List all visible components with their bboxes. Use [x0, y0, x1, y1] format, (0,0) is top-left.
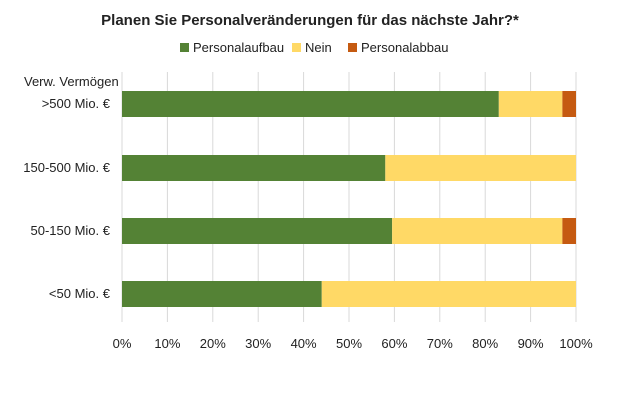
category-label: 50-150 Mio. € [31, 223, 111, 238]
legend-swatch [292, 43, 301, 52]
bar-segment-personalaufbau [122, 91, 499, 117]
x-tick-label: 30% [245, 336, 271, 351]
x-tick-label: 70% [427, 336, 453, 351]
category-label: >500 Mio. € [42, 96, 111, 111]
legend-label: Nein [305, 40, 332, 55]
x-tick-label: 20% [200, 336, 226, 351]
bar-segment-nein [498, 91, 563, 117]
bar-segment-nein [321, 281, 576, 307]
chart-title: Planen Sie Personalveränderungen für das… [101, 12, 519, 29]
x-tick-label: 10% [154, 336, 180, 351]
x-tick-label: 100% [559, 336, 593, 351]
bar-segment-nein [392, 218, 563, 244]
x-tick-label: 60% [381, 336, 407, 351]
legend-label: Personalaufbau [193, 40, 284, 55]
bar-segment-personalaufbau [122, 155, 386, 181]
bar-segment-personalaufbau [122, 218, 393, 244]
bar-segment-personalabbau [562, 218, 576, 244]
x-axis-ticks: 0% 10% 20% 30% 40% 50% 60% 70% 80% 90% 100% [113, 336, 593, 351]
bar-segment-personalabbau [562, 91, 576, 117]
bars [122, 91, 576, 307]
bar-segment-personalaufbau [122, 281, 322, 307]
legend-label: Personalabbau [361, 40, 448, 55]
x-tick-label: 80% [472, 336, 498, 351]
x-tick-label: 90% [518, 336, 544, 351]
bar-segment-nein [385, 155, 576, 181]
x-tick-label: 0% [113, 336, 132, 351]
legend: Personalaufbau Nein Personalabbau [180, 40, 448, 55]
category-label: <50 Mio. € [49, 286, 111, 301]
category-axis-title: Verw. Vermögen [24, 74, 119, 89]
x-tick-label: 40% [291, 336, 317, 351]
legend-swatch [348, 43, 357, 52]
category-label: 150-500 Mio. € [23, 160, 110, 175]
legend-swatch [180, 43, 189, 52]
x-tick-label: 50% [336, 336, 362, 351]
category-labels: >500 Mio. € 150-500 Mio. € 50-150 Mio. € <5… [23, 96, 111, 301]
